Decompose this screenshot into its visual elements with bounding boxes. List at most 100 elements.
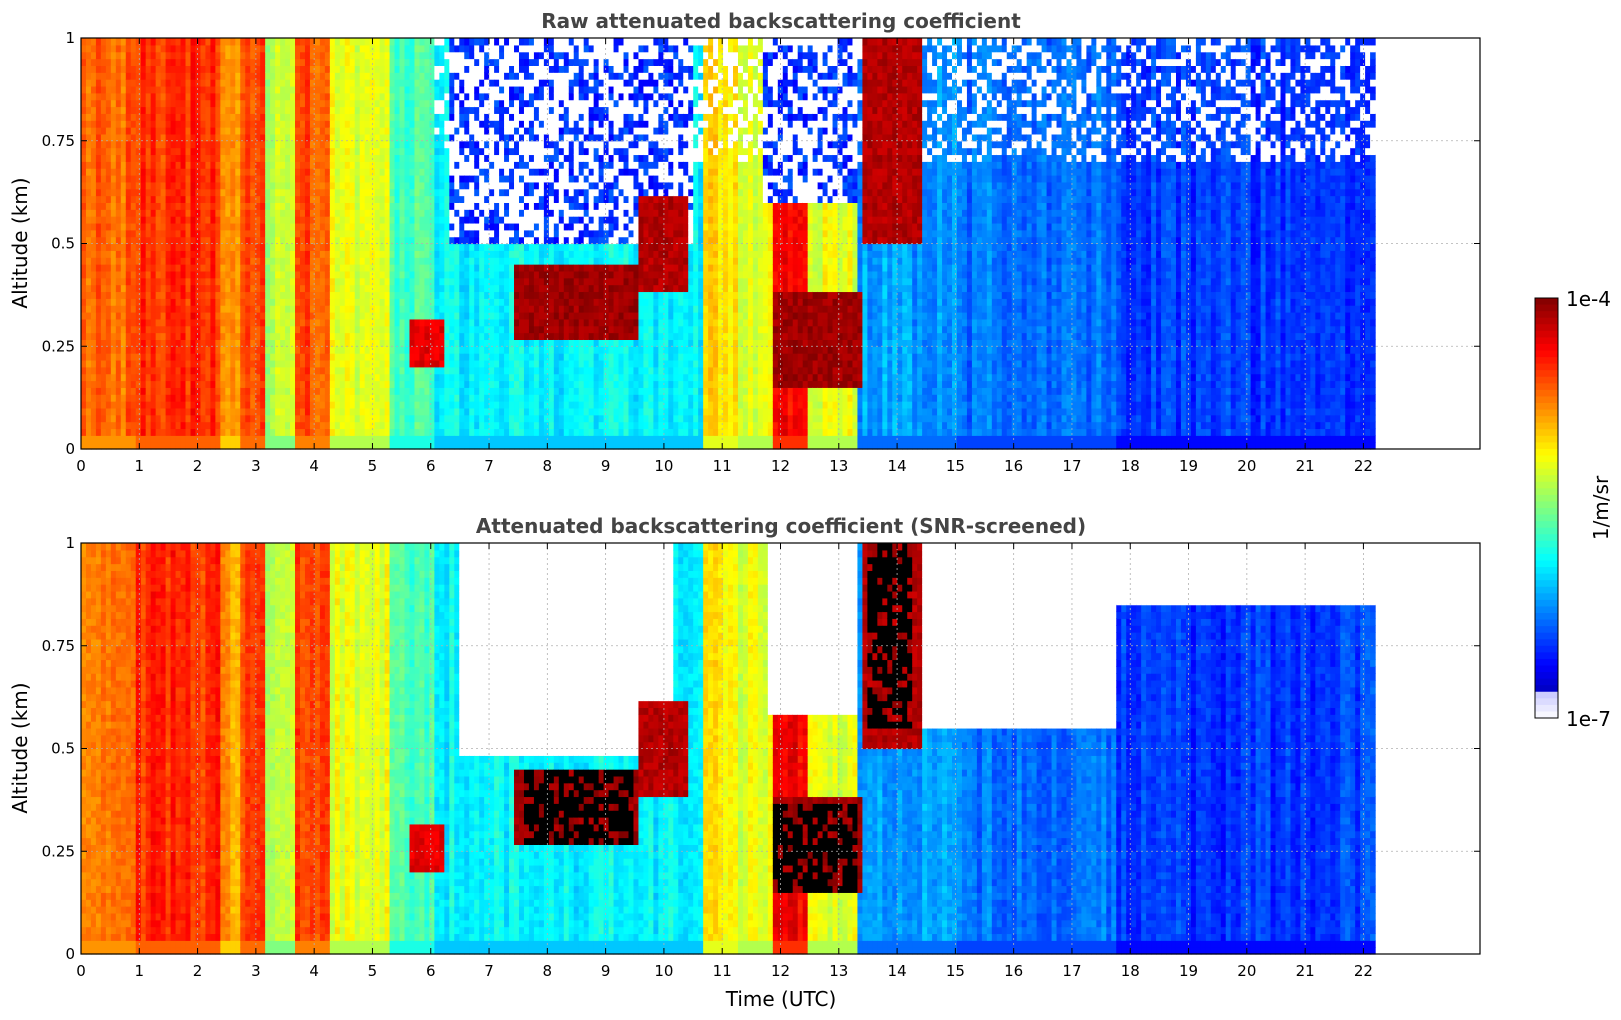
heatmap-cell <box>304 85 311 94</box>
heatmap-cell <box>314 113 321 121</box>
heatmap-cell <box>105 168 112 176</box>
heatmap-cell <box>81 229 87 238</box>
heatmap-cell <box>190 161 197 169</box>
heatmap-cell <box>240 188 246 197</box>
heatmap-cell <box>160 222 167 231</box>
heatmap-cell <box>205 366 212 375</box>
heatmap-cell <box>135 257 142 265</box>
heatmap-cell <box>379 387 386 395</box>
heatmap-cell <box>399 79 406 87</box>
heatmap-cell <box>479 284 485 293</box>
heatmap-cell <box>359 44 366 53</box>
heatmap-cell <box>459 353 465 361</box>
heatmap-cell <box>150 421 157 430</box>
heatmap-cell <box>205 373 212 382</box>
heatmap-cell <box>454 99 460 108</box>
heatmap-cell <box>265 442 271 450</box>
heatmap-cell <box>424 339 431 347</box>
heatmap-cell <box>235 373 241 382</box>
heatmap-cell <box>280 106 286 114</box>
heatmap-cell <box>265 161 271 169</box>
heatmap-cell <box>95 277 102 286</box>
heatmap-cell <box>190 318 197 327</box>
heatmap-cell <box>459 346 465 354</box>
heatmap-cell <box>81 113 87 121</box>
heatmap-cell <box>170 175 177 183</box>
heatmap-cell <box>195 387 202 395</box>
heatmap-cell <box>414 65 421 73</box>
heatmap-cell <box>290 284 296 293</box>
heatmap-cell <box>374 85 381 94</box>
heatmap-cell <box>334 442 341 450</box>
heatmap-cell <box>115 277 122 286</box>
heatmap-cell <box>130 195 137 203</box>
heatmap-cell <box>135 435 142 443</box>
heatmap-cell <box>469 92 475 101</box>
heatmap-cell <box>180 38 187 46</box>
heatmap-cell <box>469 168 475 176</box>
heatmap-cell <box>130 113 137 121</box>
heatmap-cell <box>210 106 216 114</box>
heatmap-cell <box>115 387 122 395</box>
heatmap-cell <box>300 147 306 156</box>
heatmap-cell <box>304 140 311 149</box>
heatmap-cell <box>95 222 102 231</box>
heatmap-cell <box>215 79 221 87</box>
heatmap-cell <box>85 209 92 217</box>
heatmap-cell <box>479 65 485 73</box>
heatmap-cell <box>275 175 281 183</box>
heatmap-cell <box>354 216 361 224</box>
heatmap-cell <box>220 127 226 135</box>
heatmap-cell <box>270 154 276 162</box>
heatmap-cell <box>150 291 157 299</box>
heatmap-cell <box>245 346 251 354</box>
heatmap-cell <box>125 346 132 354</box>
heatmap-cell <box>180 407 187 416</box>
heatmap-cell <box>185 127 192 135</box>
heatmap-cell <box>145 229 152 238</box>
heatmap-cell <box>165 216 172 224</box>
heatmap-cell <box>489 414 495 423</box>
heatmap-cell <box>414 229 421 238</box>
heatmap-cell <box>409 65 416 73</box>
heatmap-cell <box>110 291 117 299</box>
heatmap-cell <box>115 428 122 436</box>
heatmap-cell <box>369 428 376 436</box>
heatmap-cell <box>165 264 172 272</box>
heatmap-cell <box>230 195 236 203</box>
heatmap-cell <box>260 291 266 299</box>
heatmap-cell <box>190 58 197 66</box>
heatmap-cell <box>444 168 450 176</box>
heatmap-cell <box>484 414 490 423</box>
heatmap-cell <box>424 298 431 306</box>
heatmap-cell <box>210 188 216 197</box>
heatmap-cell <box>230 85 236 94</box>
heatmap-cell <box>105 216 112 224</box>
heatmap-cell <box>399 305 406 313</box>
heatmap-cell <box>359 85 366 94</box>
heatmap-cell <box>309 72 316 80</box>
heatmap-cell <box>195 222 202 231</box>
heatmap-cell <box>95 127 102 135</box>
heatmap-cell <box>250 79 256 87</box>
heatmap-cell <box>349 421 356 430</box>
heatmap-cell <box>95 106 102 114</box>
heatmap-cell <box>319 38 326 46</box>
heatmap-cell <box>399 85 406 94</box>
heatmap-cell <box>250 442 256 450</box>
heatmap-cell <box>324 380 331 388</box>
heatmap-cell <box>404 373 411 382</box>
heatmap-cell <box>295 229 301 238</box>
heatmap-cell <box>235 442 241 450</box>
heatmap-cell <box>255 257 261 265</box>
heatmap-cell <box>384 435 391 443</box>
heatmap-cell <box>424 161 431 169</box>
heatmap-cell <box>165 181 172 190</box>
heatmap-cell <box>429 202 435 210</box>
heatmap-cell <box>444 298 450 306</box>
heatmap-cell <box>140 394 147 402</box>
heatmap-cell <box>414 202 421 210</box>
heatmap-cell <box>484 72 490 80</box>
heatmap-cell <box>245 257 251 265</box>
heatmap-cell <box>324 113 331 121</box>
